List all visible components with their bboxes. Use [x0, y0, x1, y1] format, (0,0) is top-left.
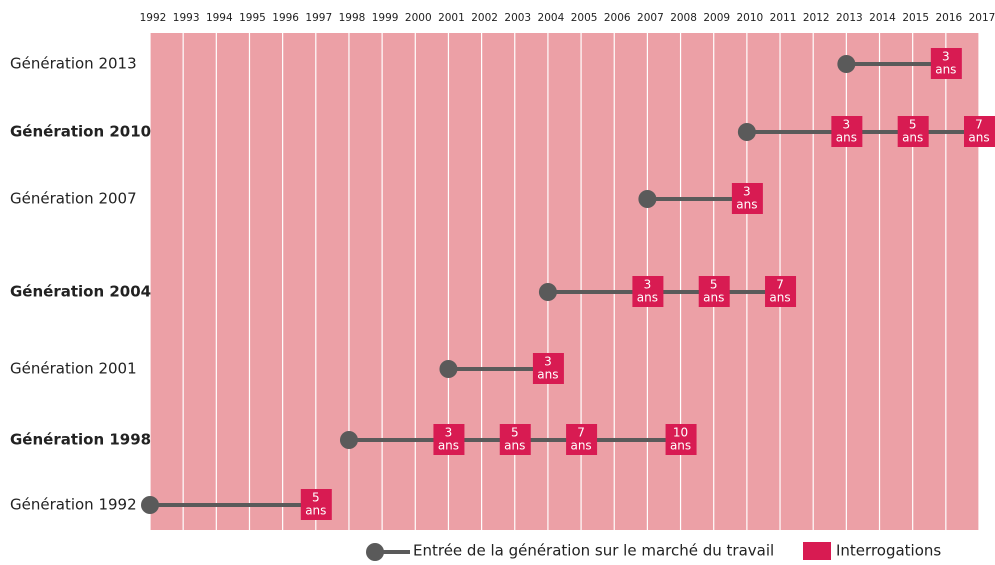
entry-dot: [141, 496, 159, 514]
survey-box: [300, 489, 332, 520]
x-tick-label: 2008: [670, 12, 697, 24]
survey-box: [698, 276, 730, 307]
x-tick-label: 1994: [206, 12, 233, 24]
survey-box: [433, 424, 465, 455]
x-tick-label: 2011: [770, 12, 797, 24]
x-tick-label: 2009: [703, 12, 730, 24]
x-tick-label: 2012: [803, 12, 830, 24]
survey-unit: ans: [703, 291, 724, 305]
x-tick-label: 2007: [637, 12, 664, 24]
entry-dot: [339, 431, 358, 449]
legend-dot: [366, 543, 384, 561]
x-tick-label: 2014: [869, 12, 896, 24]
x-tick-label: 2013: [836, 12, 863, 24]
survey-years: 5: [710, 278, 718, 292]
x-tick-label: 2001: [438, 12, 465, 24]
survey-box: [532, 353, 564, 384]
x-tick-label: 2002: [471, 12, 498, 24]
x-tick-label: 2004: [538, 12, 565, 24]
survey-box: [930, 48, 962, 79]
survey-years: 10: [673, 426, 688, 440]
x-tick-label: 2003: [504, 12, 531, 24]
survey-unit: ans: [637, 291, 658, 305]
entry-dot: [538, 283, 557, 301]
survey-box: [665, 424, 697, 455]
survey-unit: ans: [736, 198, 757, 212]
x-tick-label: 2017: [969, 12, 995, 24]
entry-dot: [837, 55, 856, 73]
survey-box: [632, 276, 664, 307]
survey-unit: ans: [305, 504, 326, 518]
survey-unit: ans: [836, 131, 857, 145]
survey-box: [964, 116, 995, 147]
survey-years: 3: [743, 185, 751, 199]
survey-years: 7: [577, 426, 585, 440]
survey-box: [731, 183, 763, 214]
x-tick-label: 1999: [372, 12, 399, 24]
x-tick-label: 2000: [405, 12, 432, 24]
survey-years: 7: [975, 118, 983, 132]
x-tick-label: 1993: [173, 12, 200, 24]
survey-unit: ans: [935, 63, 956, 77]
survey-box: [765, 276, 797, 307]
row-label: Génération 2007: [10, 190, 137, 208]
x-tick-label: 1996: [272, 12, 299, 24]
row-label: Génération 1998: [10, 431, 151, 449]
legend-label: Interrogations: [836, 542, 941, 560]
x-tick-label: 1998: [339, 12, 366, 24]
survey-years: 3: [445, 426, 453, 440]
survey-years: 5: [511, 426, 519, 440]
survey-years: 3: [942, 50, 950, 64]
legend-label: Entrée de la génération sur le marché du…: [413, 542, 774, 560]
row-label: Génération 1992: [10, 496, 137, 514]
survey-unit: ans: [537, 368, 558, 382]
survey-unit: ans: [769, 291, 790, 305]
survey-years: 3: [544, 355, 552, 369]
x-tick-label: 2010: [737, 12, 764, 24]
row-label: Génération 2010: [10, 123, 151, 141]
x-tick-label: 2016: [935, 12, 962, 24]
survey-unit: ans: [902, 131, 923, 145]
survey-unit: ans: [570, 439, 591, 453]
survey-unit: ans: [438, 439, 459, 453]
row-label: Génération 2013: [10, 55, 137, 73]
survey-years: 7: [776, 278, 784, 292]
row-label: Génération 2004: [10, 283, 151, 301]
x-tick-label: 1997: [305, 12, 332, 24]
entry-dot: [737, 123, 756, 141]
survey-unit: ans: [968, 131, 989, 145]
survey-years: 5: [909, 118, 917, 132]
survey-box: [499, 424, 531, 455]
entry-dot: [638, 190, 657, 208]
survey-box: [831, 116, 863, 147]
legend-box: [803, 542, 831, 560]
x-tick-label: 1992: [140, 12, 167, 24]
survey-box: [566, 424, 598, 455]
entry-dot: [439, 360, 458, 378]
survey-box: [897, 116, 929, 147]
x-tick-label: 2005: [571, 12, 598, 24]
row-label: Génération 2001: [10, 360, 137, 378]
x-tick-label: 1995: [239, 12, 266, 24]
x-tick-label: 2006: [604, 12, 631, 24]
plot-background: [150, 33, 979, 530]
survey-years: 3: [843, 118, 851, 132]
x-tick-label: 2015: [902, 12, 929, 24]
survey-years: 5: [312, 491, 320, 505]
survey-unit: ans: [504, 439, 525, 453]
survey-unit: ans: [670, 439, 691, 453]
survey-years: 3: [644, 278, 652, 292]
